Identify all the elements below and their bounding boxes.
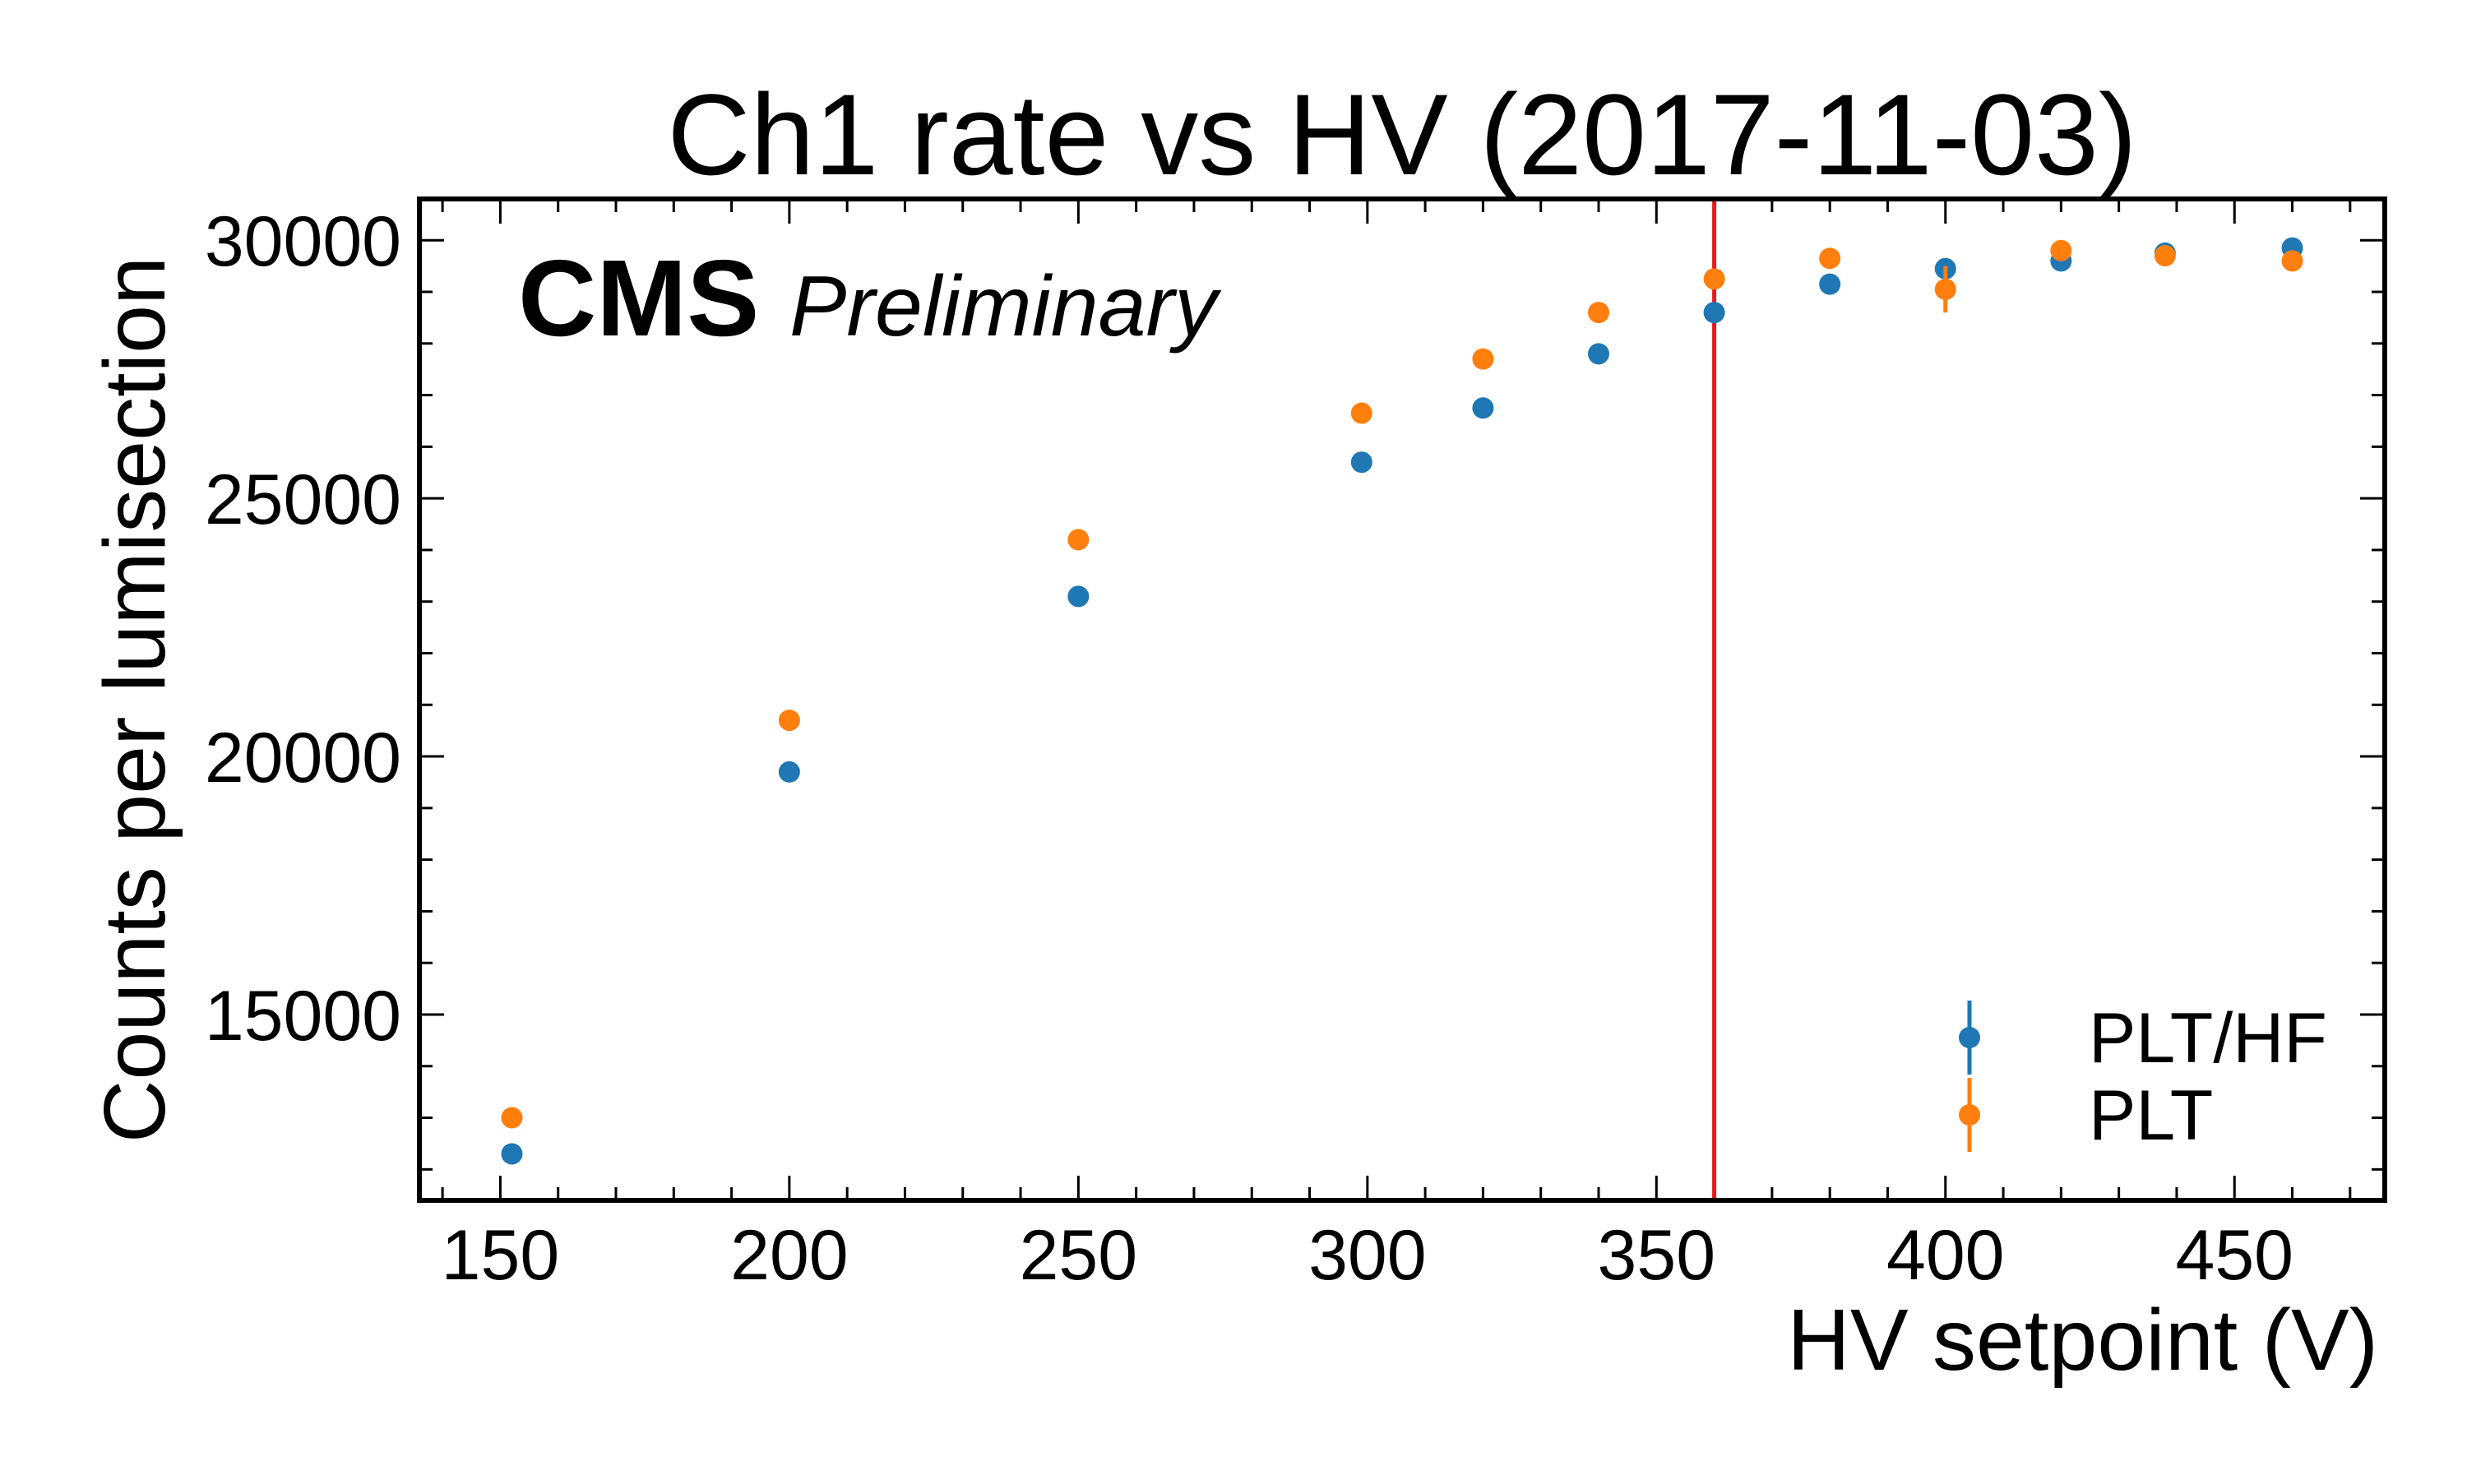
chart-title: Ch1 rate vs HV (2017-11-03) (667, 70, 2136, 199)
preliminary-label: Preliminary (789, 259, 1222, 354)
legend-label: PLT (2089, 1076, 2213, 1155)
series-plt-hf (501, 237, 2303, 1165)
data-point (2281, 250, 2303, 272)
data-point (1067, 529, 1090, 551)
data-point (1588, 343, 1609, 365)
x-tick-label: 300 (1308, 1216, 1427, 1295)
legend-point-marker (1959, 1104, 1980, 1126)
x-tick-label: 250 (1020, 1216, 1138, 1295)
x-tick-labels: 150 200 250 300 350 400 450 (442, 1216, 2293, 1295)
y-tick-label: 20000 (205, 719, 401, 797)
data-point (1350, 451, 1372, 474)
data-point (1703, 268, 1725, 290)
data-point (1350, 402, 1372, 424)
legend-point-marker (1959, 1027, 1980, 1048)
x-tick-label: 150 (442, 1216, 560, 1295)
data-point (1819, 247, 1841, 270)
y-tick-labels: 15000 20000 25000 30000 (205, 202, 401, 1056)
data-points (501, 237, 2303, 1165)
data-point (778, 710, 800, 732)
data-point (1588, 302, 1609, 324)
x-tick-label: 350 (1598, 1216, 1716, 1295)
cms-label: CMS (518, 238, 759, 358)
legend-label: PLT/HF (2089, 999, 2327, 1078)
data-point (501, 1107, 523, 1129)
data-point (2050, 239, 2072, 261)
data-point (1934, 278, 1956, 300)
data-point (1472, 397, 1494, 419)
data-point (1472, 348, 1494, 370)
data-point (2154, 245, 2176, 267)
y-tick-label: 25000 (205, 460, 401, 539)
data-point (778, 760, 800, 783)
x-tick-label: 200 (730, 1216, 849, 1295)
plot-frame (417, 196, 2387, 1203)
data-point (501, 1143, 523, 1165)
y-tick-label: 15000 (205, 977, 401, 1056)
x-tick-label: 450 (2175, 1216, 2293, 1295)
y-axis-label: Counts per lumisection (86, 257, 183, 1143)
x-tick-label: 400 (1886, 1216, 2005, 1295)
data-point (1067, 585, 1090, 608)
data-point (1703, 302, 1725, 324)
y-tick-label: 30000 (205, 202, 401, 281)
data-point (1819, 273, 1841, 295)
x-axis-label: HV setpoint (V) (1787, 1292, 2378, 1389)
series-plt (501, 239, 2303, 1129)
